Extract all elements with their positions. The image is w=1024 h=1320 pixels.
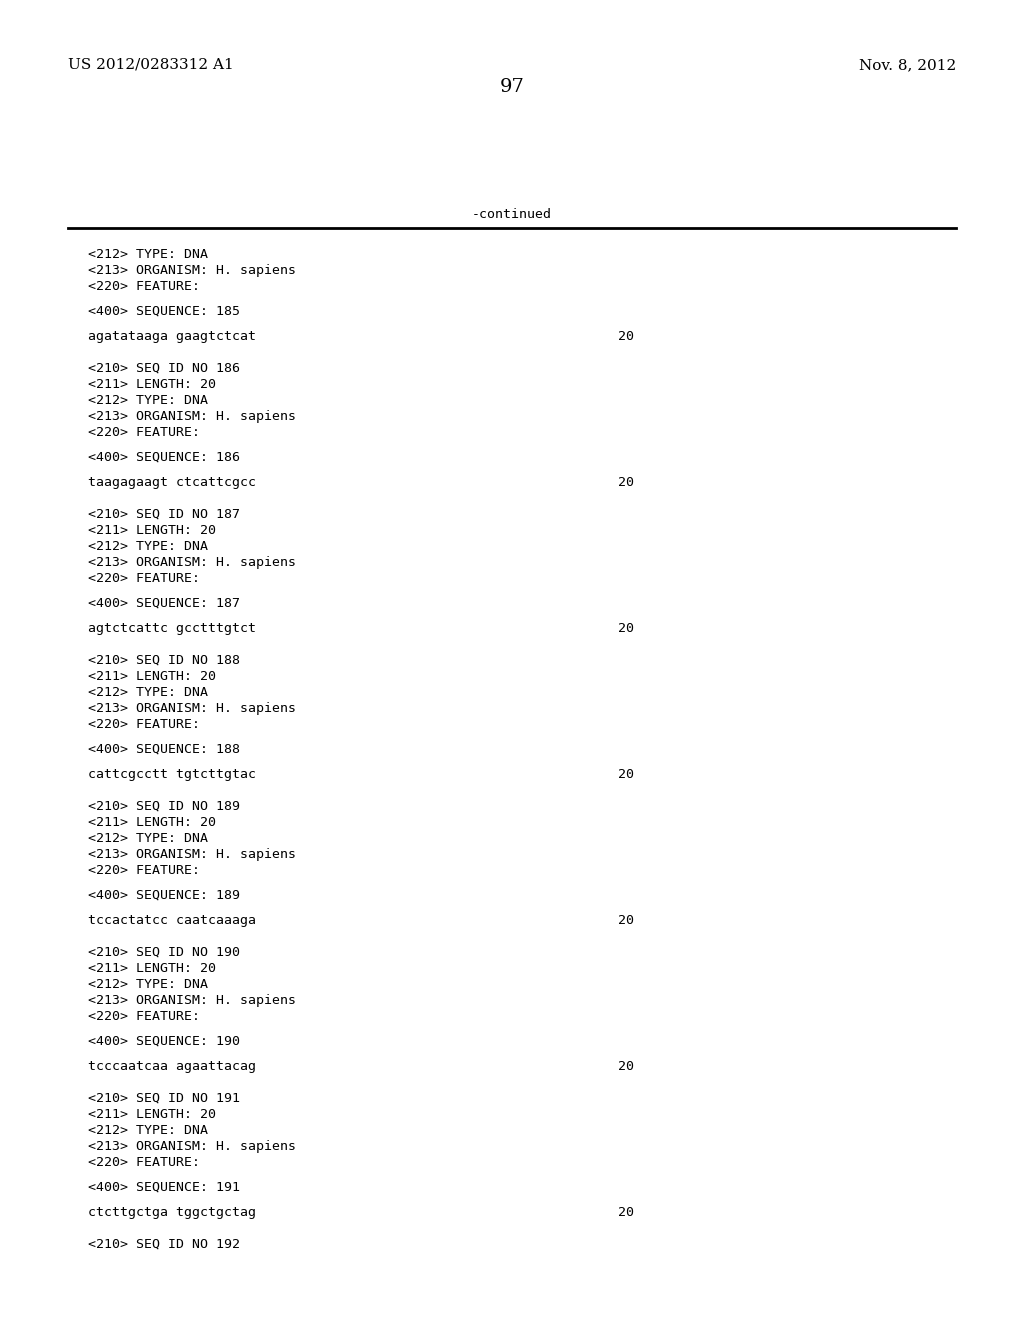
Text: <211> LENGTH: 20: <211> LENGTH: 20 xyxy=(88,1107,216,1121)
Text: <400> SEQUENCE: 189: <400> SEQUENCE: 189 xyxy=(88,888,240,902)
Text: <213> ORGANISM: H. sapiens: <213> ORGANISM: H. sapiens xyxy=(88,264,296,277)
Text: <210> SEQ ID NO 187: <210> SEQ ID NO 187 xyxy=(88,508,240,521)
Text: <400> SEQUENCE: 188: <400> SEQUENCE: 188 xyxy=(88,743,240,756)
Text: <212> TYPE: DNA: <212> TYPE: DNA xyxy=(88,832,208,845)
Text: <400> SEQUENCE: 187: <400> SEQUENCE: 187 xyxy=(88,597,240,610)
Text: 20: 20 xyxy=(618,330,634,343)
Text: US 2012/0283312 A1: US 2012/0283312 A1 xyxy=(68,58,233,73)
Text: <400> SEQUENCE: 190: <400> SEQUENCE: 190 xyxy=(88,1035,240,1048)
Text: <212> TYPE: DNA: <212> TYPE: DNA xyxy=(88,686,208,700)
Text: 20: 20 xyxy=(618,768,634,781)
Text: <212> TYPE: DNA: <212> TYPE: DNA xyxy=(88,393,208,407)
Text: <220> FEATURE:: <220> FEATURE: xyxy=(88,865,200,876)
Text: <211> LENGTH: 20: <211> LENGTH: 20 xyxy=(88,962,216,975)
Text: <210> SEQ ID NO 190: <210> SEQ ID NO 190 xyxy=(88,946,240,960)
Text: <400> SEQUENCE: 185: <400> SEQUENCE: 185 xyxy=(88,305,240,318)
Text: taagagaagt ctcattcgcc: taagagaagt ctcattcgcc xyxy=(88,477,256,488)
Text: <213> ORGANISM: H. sapiens: <213> ORGANISM: H. sapiens xyxy=(88,556,296,569)
Text: 20: 20 xyxy=(618,913,634,927)
Text: <220> FEATURE:: <220> FEATURE: xyxy=(88,1010,200,1023)
Text: Nov. 8, 2012: Nov. 8, 2012 xyxy=(859,58,956,73)
Text: <210> SEQ ID NO 191: <210> SEQ ID NO 191 xyxy=(88,1092,240,1105)
Text: <220> FEATURE:: <220> FEATURE: xyxy=(88,572,200,585)
Text: <400> SEQUENCE: 186: <400> SEQUENCE: 186 xyxy=(88,451,240,465)
Text: <212> TYPE: DNA: <212> TYPE: DNA xyxy=(88,248,208,261)
Text: <400> SEQUENCE: 191: <400> SEQUENCE: 191 xyxy=(88,1181,240,1195)
Text: cattcgcctt tgtcttgtac: cattcgcctt tgtcttgtac xyxy=(88,768,256,781)
Text: <212> TYPE: DNA: <212> TYPE: DNA xyxy=(88,978,208,991)
Text: 20: 20 xyxy=(618,1206,634,1218)
Text: <212> TYPE: DNA: <212> TYPE: DNA xyxy=(88,540,208,553)
Text: <210> SEQ ID NO 188: <210> SEQ ID NO 188 xyxy=(88,653,240,667)
Text: <212> TYPE: DNA: <212> TYPE: DNA xyxy=(88,1125,208,1137)
Text: <211> LENGTH: 20: <211> LENGTH: 20 xyxy=(88,524,216,537)
Text: <211> LENGTH: 20: <211> LENGTH: 20 xyxy=(88,378,216,391)
Text: agatataaga gaagtctcat: agatataaga gaagtctcat xyxy=(88,330,256,343)
Text: <220> FEATURE:: <220> FEATURE: xyxy=(88,280,200,293)
Text: <220> FEATURE:: <220> FEATURE: xyxy=(88,1156,200,1170)
Text: <213> ORGANISM: H. sapiens: <213> ORGANISM: H. sapiens xyxy=(88,994,296,1007)
Text: <220> FEATURE:: <220> FEATURE: xyxy=(88,718,200,731)
Text: 20: 20 xyxy=(618,1060,634,1073)
Text: <220> FEATURE:: <220> FEATURE: xyxy=(88,426,200,440)
Text: tccactatcc caatcaaaga: tccactatcc caatcaaaga xyxy=(88,913,256,927)
Text: 20: 20 xyxy=(618,477,634,488)
Text: -continued: -continued xyxy=(472,209,552,220)
Text: tcccaatcaa agaattacag: tcccaatcaa agaattacag xyxy=(88,1060,256,1073)
Text: <211> LENGTH: 20: <211> LENGTH: 20 xyxy=(88,816,216,829)
Text: <210> SEQ ID NO 189: <210> SEQ ID NO 189 xyxy=(88,800,240,813)
Text: <210> SEQ ID NO 186: <210> SEQ ID NO 186 xyxy=(88,362,240,375)
Text: <210> SEQ ID NO 192: <210> SEQ ID NO 192 xyxy=(88,1238,240,1251)
Text: 20: 20 xyxy=(618,622,634,635)
Text: <213> ORGANISM: H. sapiens: <213> ORGANISM: H. sapiens xyxy=(88,702,296,715)
Text: agtctcattc gcctttgtct: agtctcattc gcctttgtct xyxy=(88,622,256,635)
Text: 97: 97 xyxy=(500,78,524,96)
Text: <213> ORGANISM: H. sapiens: <213> ORGANISM: H. sapiens xyxy=(88,411,296,422)
Text: ctcttgctga tggctgctag: ctcttgctga tggctgctag xyxy=(88,1206,256,1218)
Text: <213> ORGANISM: H. sapiens: <213> ORGANISM: H. sapiens xyxy=(88,1140,296,1152)
Text: <213> ORGANISM: H. sapiens: <213> ORGANISM: H. sapiens xyxy=(88,847,296,861)
Text: <211> LENGTH: 20: <211> LENGTH: 20 xyxy=(88,671,216,682)
